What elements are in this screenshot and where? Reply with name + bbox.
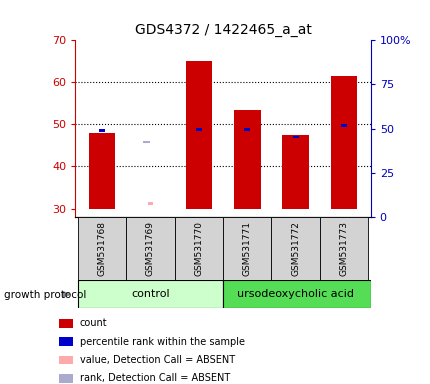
Text: ursodeoxycholic acid: ursodeoxycholic acid xyxy=(237,289,353,300)
Text: GSM531770: GSM531770 xyxy=(194,221,203,276)
Text: GSM531773: GSM531773 xyxy=(339,221,348,276)
Bar xyxy=(196,128,201,131)
Bar xyxy=(292,136,298,138)
Bar xyxy=(59,319,73,328)
Bar xyxy=(185,61,212,209)
Bar xyxy=(244,128,249,131)
Text: percentile rank within the sample: percentile rank within the sample xyxy=(80,337,244,347)
Text: GSM531768: GSM531768 xyxy=(97,221,106,276)
Text: rank, Detection Call = ABSENT: rank, Detection Call = ABSENT xyxy=(80,373,229,383)
Bar xyxy=(99,129,105,132)
Bar xyxy=(78,280,223,308)
Bar xyxy=(271,217,319,280)
Bar xyxy=(59,356,73,364)
Bar xyxy=(319,217,367,280)
Text: GSM531772: GSM531772 xyxy=(291,221,299,276)
Bar xyxy=(340,124,346,127)
Text: growth protocol: growth protocol xyxy=(4,290,86,300)
Text: GSM531771: GSM531771 xyxy=(242,221,251,276)
Text: count: count xyxy=(80,318,107,328)
Bar xyxy=(233,110,260,209)
Text: value, Detection Call = ABSENT: value, Detection Call = ABSENT xyxy=(80,355,234,365)
Bar xyxy=(59,337,73,346)
Bar xyxy=(126,217,174,280)
Bar xyxy=(282,135,308,209)
Text: control: control xyxy=(131,289,169,300)
Bar xyxy=(59,374,73,382)
Bar xyxy=(78,217,126,280)
Bar xyxy=(223,280,370,308)
Bar xyxy=(174,217,223,280)
Bar xyxy=(147,202,153,205)
Bar xyxy=(223,217,271,280)
Bar xyxy=(142,141,150,143)
Bar xyxy=(330,76,356,209)
Text: GSM531769: GSM531769 xyxy=(146,221,154,276)
Title: GDS4372 / 1422465_a_at: GDS4372 / 1422465_a_at xyxy=(134,23,311,36)
Bar xyxy=(89,133,115,209)
